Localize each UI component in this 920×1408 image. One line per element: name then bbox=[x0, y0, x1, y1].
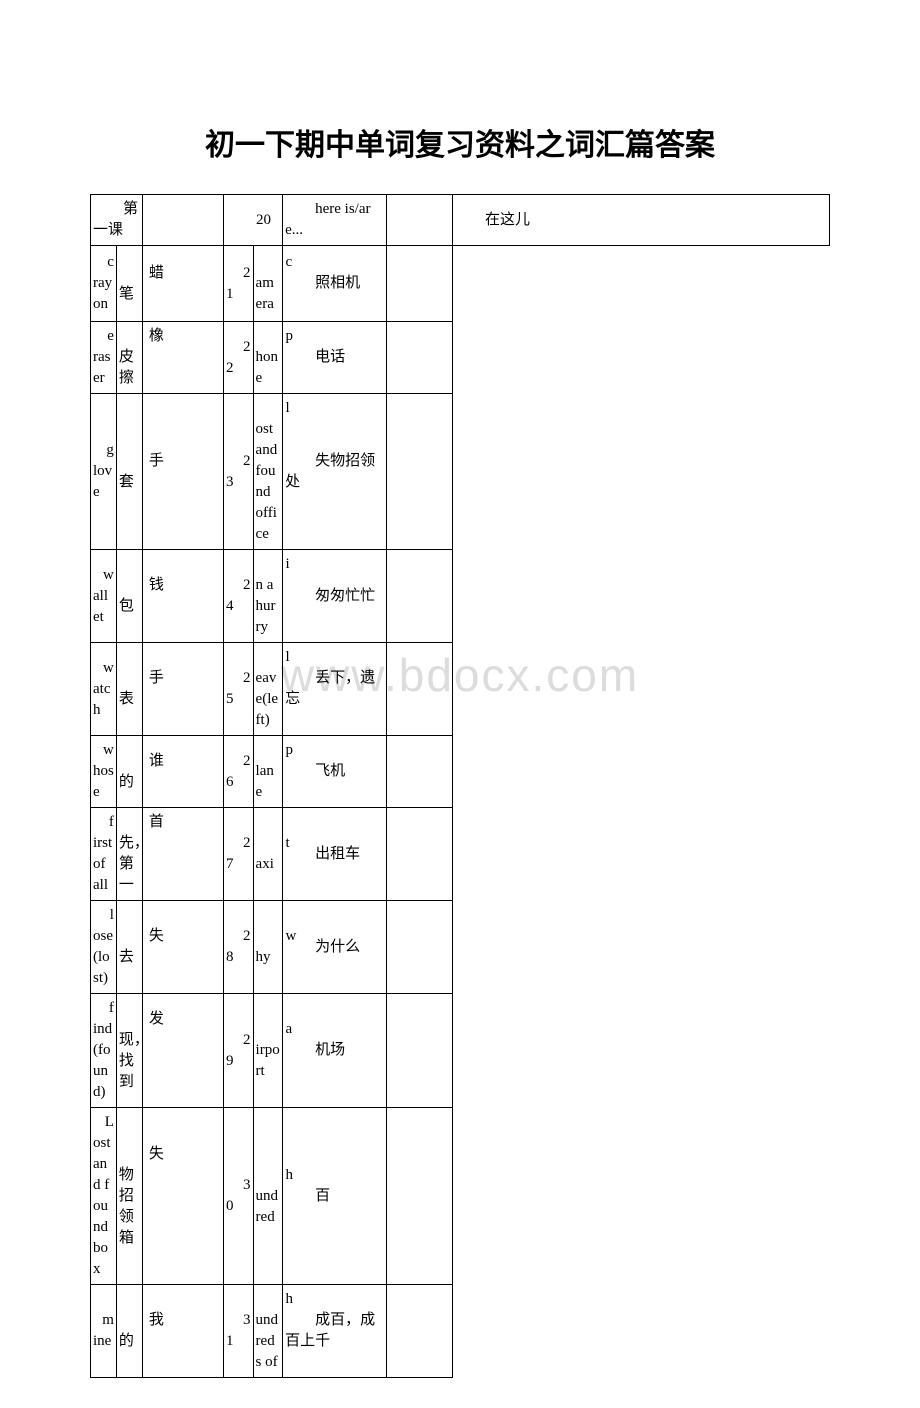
chinese-meaning-cell: 钱包 bbox=[116, 550, 142, 643]
spacer-cell bbox=[142, 994, 223, 1108]
number-cell: 21 bbox=[224, 246, 254, 322]
chinese-meaning-cell-2: 成百，成百上千 bbox=[283, 1285, 386, 1378]
number-cell: 26 bbox=[224, 736, 254, 808]
chinese-meaning-cell: 手表 bbox=[116, 643, 142, 736]
spacer-cell bbox=[386, 394, 453, 550]
table-row: find(found)发现，找到 29airport机场 bbox=[91, 994, 830, 1108]
spacer-cell bbox=[386, 1108, 453, 1285]
english-word-cell: mine bbox=[91, 1285, 117, 1378]
english-word-cell: crayon bbox=[91, 246, 117, 322]
spacer-cell bbox=[142, 901, 223, 994]
page-title: 初一下期中单词复习资料之词汇篇答案 bbox=[90, 120, 830, 164]
spacer-cell bbox=[386, 901, 453, 994]
table-row: whose谁的 26plane飞机 bbox=[91, 736, 830, 808]
english-word-cell: lose(lost) bbox=[91, 901, 117, 994]
number-cell: 23 bbox=[224, 394, 254, 550]
chinese-meaning-cell: 橡皮擦 bbox=[116, 322, 142, 394]
header-cell bbox=[142, 195, 223, 246]
spacer-cell bbox=[142, 246, 223, 322]
spacer-cell bbox=[142, 1285, 223, 1378]
number-cell: 29 bbox=[224, 994, 254, 1108]
english-word-cell-2: why bbox=[253, 901, 283, 994]
spacer-cell bbox=[386, 322, 453, 394]
header-cell: 第一课 bbox=[91, 195, 143, 246]
number-cell: 24 bbox=[224, 550, 254, 643]
header-cell bbox=[386, 195, 453, 246]
header-cell: 20 bbox=[224, 195, 283, 246]
english-word-cell-2: leave(left) bbox=[253, 643, 283, 736]
number-cell: 31 bbox=[224, 1285, 254, 1378]
chinese-meaning-cell: 蜡笔 bbox=[116, 246, 142, 322]
table-row: glove手套 23lost and found office失物招领处 bbox=[91, 394, 830, 550]
chinese-meaning-cell-2: 机场 bbox=[283, 994, 386, 1108]
english-word-cell-2: hundreds of bbox=[253, 1285, 283, 1378]
table-row: first of all首先，第一 27taxi出租车 bbox=[91, 808, 830, 901]
spacer-cell bbox=[142, 322, 223, 394]
chinese-meaning-cell: 手套 bbox=[116, 394, 142, 550]
english-word-cell-2: airport bbox=[253, 994, 283, 1108]
number-cell: 27 bbox=[224, 808, 254, 901]
chinese-meaning-cell-2: 丢下，遗忘 bbox=[283, 643, 386, 736]
chinese-meaning-cell-2: 百 bbox=[283, 1108, 386, 1285]
chinese-meaning-cell: 谁的 bbox=[116, 736, 142, 808]
chinese-meaning-cell-2: 飞机 bbox=[283, 736, 386, 808]
chinese-meaning-cell: 我的 bbox=[116, 1285, 142, 1378]
chinese-meaning-cell: 发现，找到 bbox=[116, 994, 142, 1108]
chinese-meaning-cell: 失去 bbox=[116, 901, 142, 994]
number-cell: 28 bbox=[224, 901, 254, 994]
spacer-cell bbox=[142, 1108, 223, 1285]
chinese-meaning-cell-2: 匆匆忙忙 bbox=[283, 550, 386, 643]
spacer-cell bbox=[142, 550, 223, 643]
english-word-cell: first of all bbox=[91, 808, 117, 901]
english-word-cell: glove bbox=[91, 394, 117, 550]
number-cell: 25 bbox=[224, 643, 254, 736]
spacer-cell bbox=[142, 394, 223, 550]
header-cell: here is/are... bbox=[283, 195, 386, 246]
english-word-cell: watch bbox=[91, 643, 117, 736]
chinese-meaning-cell-2: 为什么 bbox=[283, 901, 386, 994]
chinese-meaning-cell-2: 失物招领处 bbox=[283, 394, 386, 550]
header-cell: 在这儿 bbox=[453, 195, 830, 246]
table-row: lose(lost)失去 28why为什么 bbox=[91, 901, 830, 994]
spacer-cell bbox=[386, 994, 453, 1108]
vocabulary-table: 第一课 20 here is/are... 在这儿 crayon蜡笔 21came… bbox=[90, 194, 830, 1378]
english-word-cell: Lost and found box bbox=[91, 1108, 117, 1285]
number-cell: 30 bbox=[224, 1108, 254, 1285]
number-cell: 22 bbox=[224, 322, 254, 394]
spacer-cell bbox=[142, 808, 223, 901]
spacer-cell bbox=[142, 643, 223, 736]
english-word-cell-2: taxi bbox=[253, 808, 283, 901]
table-row: mine我的 31hundreds of成百，成百上千 bbox=[91, 1285, 830, 1378]
english-word-cell: wallet bbox=[91, 550, 117, 643]
english-word-cell-2: hundred bbox=[253, 1108, 283, 1285]
chinese-meaning-cell: 失物招领箱 bbox=[116, 1108, 142, 1285]
english-word-cell-2: in a hurry bbox=[253, 550, 283, 643]
spacer-cell bbox=[386, 550, 453, 643]
english-word-cell: find(found) bbox=[91, 994, 117, 1108]
english-word-cell: eraser bbox=[91, 322, 117, 394]
table-row: eraser橡皮擦 22phone电话 bbox=[91, 322, 830, 394]
english-word-cell-2: phone bbox=[253, 322, 283, 394]
table-row: wallet钱包 24in a hurry匆匆忙忙 bbox=[91, 550, 830, 643]
spacer-cell bbox=[386, 808, 453, 901]
spacer-cell bbox=[386, 246, 453, 322]
table-header-row: 第一课 20 here is/are... 在这儿 bbox=[91, 195, 830, 246]
table-row: crayon蜡笔 21camera照相机 bbox=[91, 246, 830, 322]
spacer-cell bbox=[142, 736, 223, 808]
english-word-cell-2: lost and found office bbox=[253, 394, 283, 550]
spacer-cell bbox=[386, 736, 453, 808]
spacer-cell bbox=[386, 643, 453, 736]
chinese-meaning-cell: 首先，第一 bbox=[116, 808, 142, 901]
spacer-cell bbox=[386, 1285, 453, 1378]
english-word-cell-2: plane bbox=[253, 736, 283, 808]
english-word-cell-2: camera bbox=[253, 246, 283, 322]
table-row: watch手表 25leave(left)丢下，遗忘 bbox=[91, 643, 830, 736]
chinese-meaning-cell-2: 照相机 bbox=[283, 246, 386, 322]
chinese-meaning-cell-2: 电话 bbox=[283, 322, 386, 394]
english-word-cell: whose bbox=[91, 736, 117, 808]
table-row: Lost and found box失物招领箱 30hundred百 bbox=[91, 1108, 830, 1285]
chinese-meaning-cell-2: 出租车 bbox=[283, 808, 386, 901]
